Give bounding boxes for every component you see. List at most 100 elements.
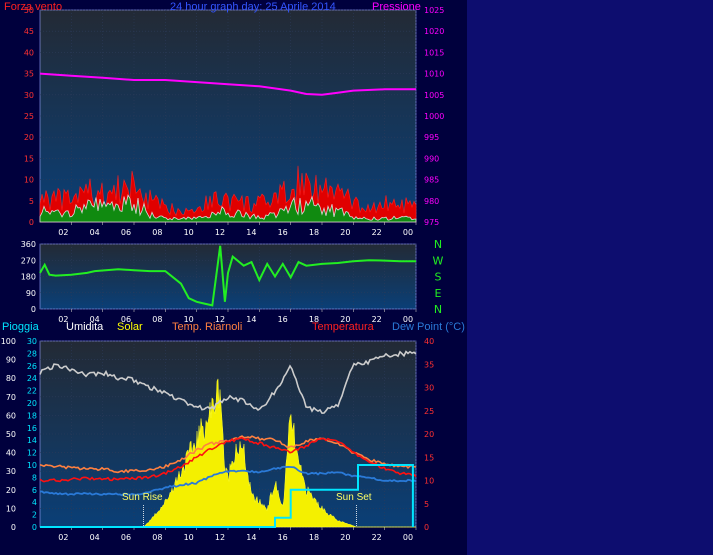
temp-axis-tick: 10 bbox=[424, 477, 434, 486]
x-tick-label: 10 bbox=[184, 228, 194, 237]
pressure-axis-tick: 990 bbox=[424, 154, 439, 163]
pressure-axis-tick: 1015 bbox=[424, 48, 444, 57]
temp-axis-tick: 40 bbox=[424, 337, 434, 346]
x-tick-label: 04 bbox=[90, 228, 100, 237]
x-tick-label: 18 bbox=[309, 533, 319, 542]
x-tick-label: 14 bbox=[246, 315, 256, 324]
x-tick-label: 06 bbox=[121, 315, 131, 324]
direction-axis-tick: 90 bbox=[26, 289, 36, 298]
solar-axis-tick: 10 bbox=[27, 461, 37, 470]
wind-axis-tick: 5 bbox=[29, 197, 34, 206]
x-tick-label: 16 bbox=[278, 228, 288, 237]
wind-axis-tick: 35 bbox=[24, 70, 34, 79]
x-tick-label: 00 bbox=[403, 533, 413, 542]
sun-set-label: Sun Set bbox=[336, 492, 372, 503]
pressure-axis-title: Pressione bbox=[372, 1, 421, 13]
compass-label: W bbox=[433, 254, 444, 267]
solar-axis-tick: 28 bbox=[27, 349, 37, 358]
pioggia-axis-tick: 60 bbox=[6, 411, 16, 420]
x-tick-label: 02 bbox=[58, 533, 68, 542]
x-tick-label: 20 bbox=[340, 315, 350, 324]
x-tick-label: 18 bbox=[309, 315, 319, 324]
solar-axis-tick: 2 bbox=[32, 511, 37, 520]
solar-axis-tick: 22 bbox=[27, 387, 37, 396]
series-dew-point bbox=[39, 436, 417, 483]
x-tick-label: 20 bbox=[340, 228, 350, 237]
x-tick-label: 16 bbox=[278, 533, 288, 542]
x-tick-label: 08 bbox=[152, 315, 162, 324]
pioggia-axis-tick: 80 bbox=[6, 374, 16, 383]
legend-umidita: Umidita bbox=[66, 321, 104, 333]
x-tick-label: 04 bbox=[90, 315, 100, 324]
solar-axis-tick: 12 bbox=[27, 449, 37, 458]
right-side-strip bbox=[467, 0, 713, 555]
wind-axis-tick: 10 bbox=[24, 176, 34, 185]
wind-axis-tick: 30 bbox=[24, 91, 34, 100]
compass-label: E bbox=[435, 287, 442, 300]
pioggia-axis-tick: 0 bbox=[11, 523, 16, 532]
x-tick-label: 10 bbox=[184, 533, 194, 542]
x-tick-label: 00 bbox=[403, 228, 413, 237]
pressure-axis-tick: 985 bbox=[424, 176, 439, 185]
x-tick-label: 12 bbox=[215, 533, 225, 542]
pioggia-axis-tick: 100 bbox=[1, 337, 16, 346]
wind-axis-tick: 40 bbox=[24, 48, 34, 57]
x-tick-label: 00 bbox=[403, 315, 413, 324]
series-pioggia bbox=[40, 464, 414, 528]
wind-axis-tick: 20 bbox=[24, 133, 34, 142]
x-tick-label: 02 bbox=[58, 315, 68, 324]
series-raffica bbox=[39, 194, 417, 223]
pressure-axis-tick: 995 bbox=[424, 133, 439, 142]
pressure-axis-tick: 1005 bbox=[424, 91, 444, 100]
x-tick-label: 06 bbox=[121, 228, 131, 237]
temp-axis-tick: 5 bbox=[424, 500, 429, 509]
pressure-axis-tick: 1025 bbox=[424, 6, 444, 15]
legend-temperatura: Temperatura bbox=[312, 321, 374, 333]
x-tick-label: 12 bbox=[215, 228, 225, 237]
direction-axis-tick: 180 bbox=[21, 273, 36, 282]
x-tick-label: 12 bbox=[215, 315, 225, 324]
wind-axis-title: Forza vento bbox=[4, 1, 63, 13]
pioggia-axis-tick: 70 bbox=[6, 393, 16, 402]
pioggia-axis-tick: 30 bbox=[6, 467, 16, 476]
solar-axis-tick: 8 bbox=[32, 473, 37, 482]
temp-axis-tick: 20 bbox=[424, 430, 434, 439]
chart-title: 24 hour graph day: 25 Aprile 2014 bbox=[170, 1, 336, 13]
temp-axis-tick: 35 bbox=[424, 360, 434, 369]
x-tick-label: 16 bbox=[278, 315, 288, 324]
legend-pioggia: Pioggia bbox=[2, 321, 39, 333]
legend-solar: Solar bbox=[117, 321, 143, 333]
solar-axis-tick: 16 bbox=[27, 424, 37, 433]
x-tick-label: 06 bbox=[121, 533, 131, 542]
wind-axis-tick: 50 bbox=[24, 6, 34, 15]
legend-dew-point: Dew Point (°C) bbox=[392, 321, 465, 333]
compass-label: N bbox=[434, 303, 442, 316]
x-tick-label: 10 bbox=[184, 315, 194, 324]
compass-label: S bbox=[435, 271, 442, 284]
x-tick-label: 04 bbox=[90, 533, 100, 542]
x-tick-label: 22 bbox=[372, 315, 382, 324]
legend-temp-riarnoli: Temp. Riarnoli bbox=[172, 321, 243, 333]
pioggia-axis-tick: 20 bbox=[6, 486, 16, 495]
wind-axis-tick: 0 bbox=[29, 218, 34, 227]
pressure-axis-tick: 975 bbox=[424, 218, 439, 227]
solar-axis-tick: 30 bbox=[27, 337, 37, 346]
wind-axis-tick: 15 bbox=[24, 154, 34, 163]
pressure-axis-tick: 1020 bbox=[424, 27, 444, 36]
temp-axis-tick: 25 bbox=[424, 407, 434, 416]
x-tick-label: 18 bbox=[309, 228, 319, 237]
x-tick-label: 02 bbox=[58, 228, 68, 237]
x-tick-label: 22 bbox=[372, 533, 382, 542]
pioggia-axis-tick: 40 bbox=[6, 449, 16, 458]
compass-label: N bbox=[434, 238, 442, 251]
series-pressione bbox=[39, 72, 416, 96]
x-tick-label: 08 bbox=[152, 533, 162, 542]
x-tick-label: 22 bbox=[372, 228, 382, 237]
wind-axis-tick: 45 bbox=[24, 27, 34, 36]
series-temperatura bbox=[39, 465, 417, 497]
pressure-axis-tick: 1000 bbox=[424, 112, 444, 121]
direction-axis-tick: 360 bbox=[21, 240, 36, 249]
series-umidita bbox=[39, 350, 417, 415]
